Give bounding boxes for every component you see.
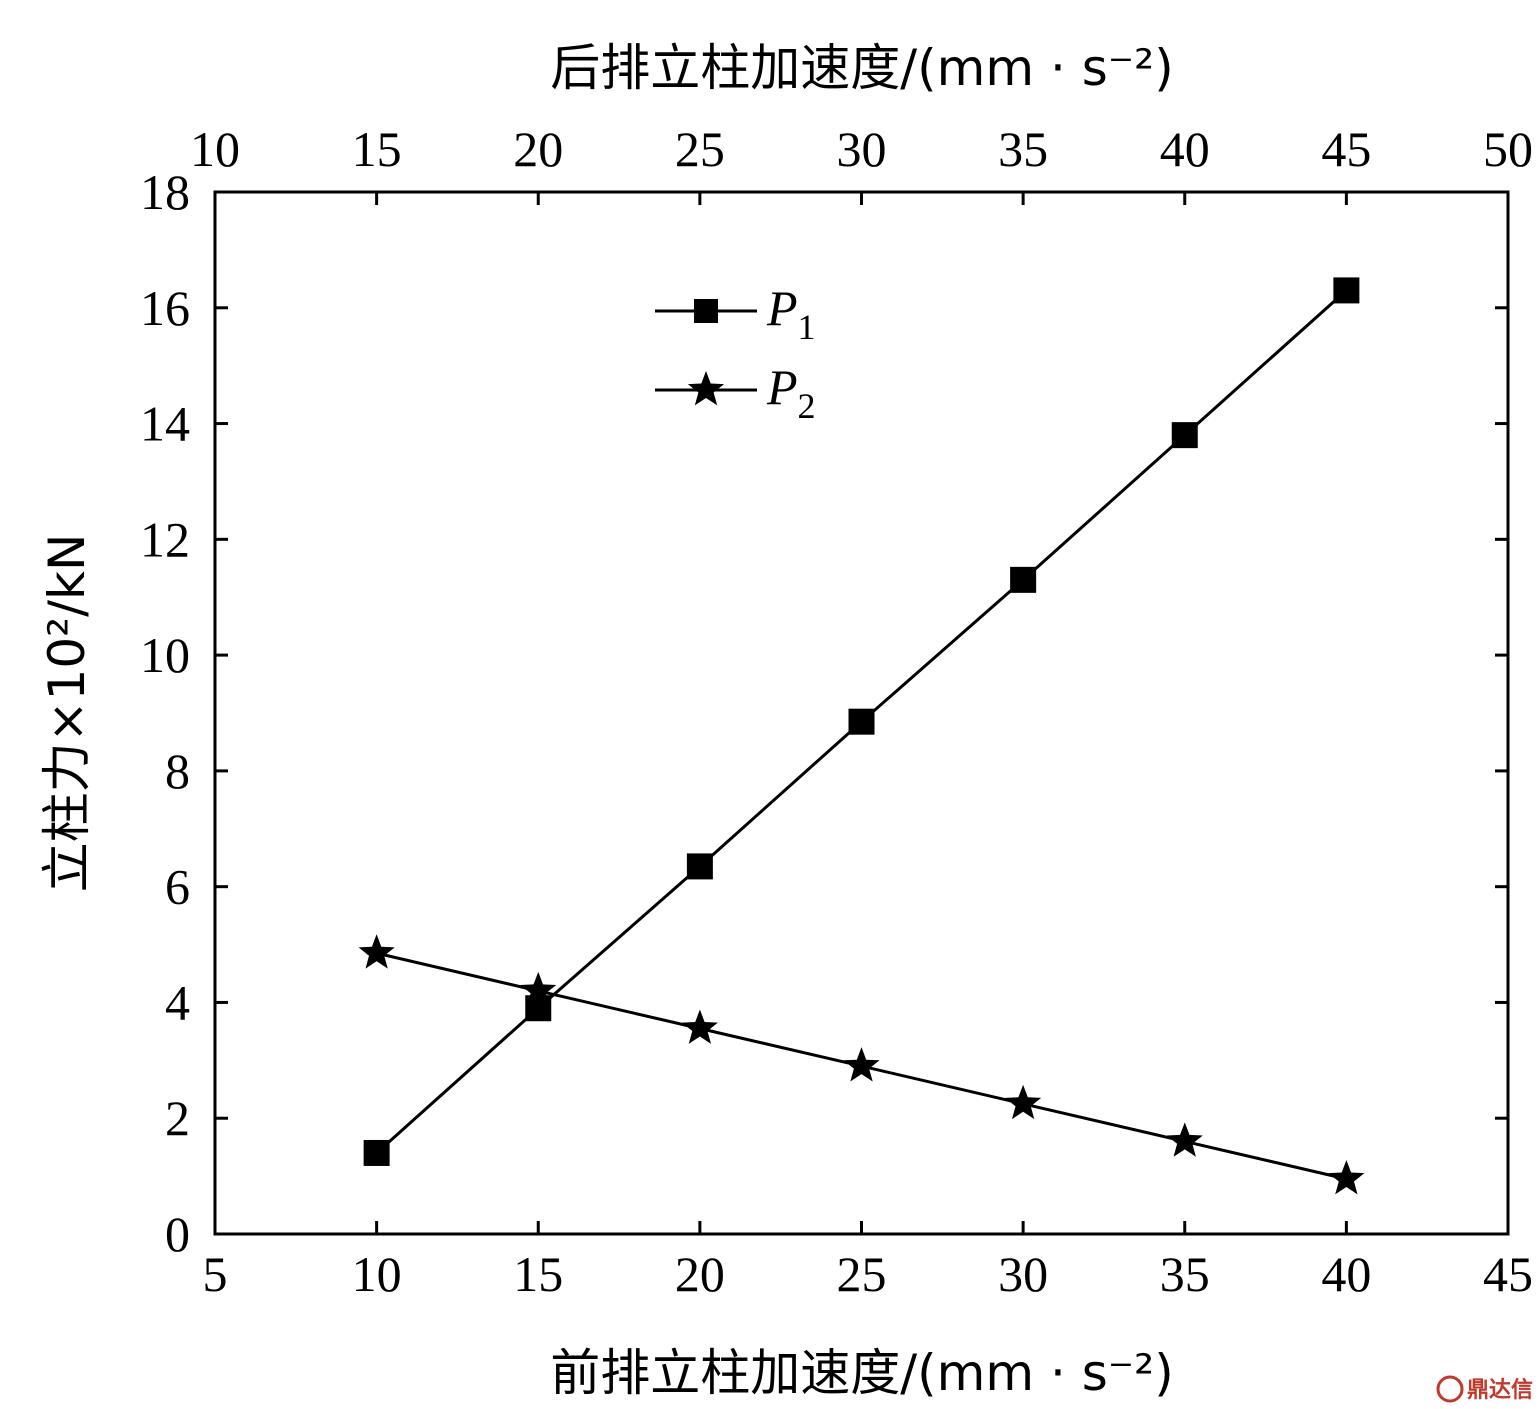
data-point-p2 (520, 971, 557, 1007)
x-tick-label: 45 (1483, 1246, 1533, 1302)
data-point-p1 (1010, 566, 1037, 593)
x-tick-label: 5 (203, 1246, 228, 1302)
legend-sub-p2: 2 (798, 386, 816, 426)
y-tick-label: 12 (140, 511, 190, 567)
data-point-p2 (1166, 1122, 1203, 1157)
data-point-p2 (1328, 1160, 1365, 1195)
data-point-p2 (681, 1009, 718, 1044)
legend-star-marker (687, 371, 725, 406)
y-axis-title: 立柱力×10²/kN (38, 534, 96, 893)
x-tick-label: 40 (1321, 1246, 1371, 1302)
watermark-logo-icon (1436, 1375, 1464, 1403)
legend-label-p2: P (766, 359, 798, 415)
x-tick-label: 25 (837, 1246, 887, 1302)
x2-tick-label: 50 (1483, 121, 1533, 177)
watermark: 鼎达信 (1436, 1375, 1533, 1403)
svg-text:P2: P2 (766, 359, 816, 426)
data-point-p2 (1005, 1084, 1042, 1120)
legend-sub-p1: 1 (798, 307, 816, 347)
markers (358, 277, 1365, 1195)
y-tick-label: 4 (165, 974, 190, 1030)
x-tick-label: 10 (352, 1246, 402, 1302)
x2-tick-label: 45 (1321, 121, 1371, 177)
data-point-p1 (686, 853, 713, 880)
y-tick-label: 2 (165, 1090, 190, 1146)
series-lines (375, 289, 1348, 1181)
x2-tick-label: 20 (513, 121, 563, 177)
data-point-p1 (363, 1139, 390, 1166)
x2-tick-label: 10 (190, 121, 240, 177)
x2-tick-label: 15 (352, 121, 402, 177)
data-point-p1 (848, 708, 875, 735)
legend-square-marker (694, 299, 718, 323)
y-tick-label: 8 (165, 743, 190, 799)
legend-item-p1: P1 (655, 280, 816, 347)
ticks: 5 10 15 20 25 30 35 40 45 10 15 20 25 30 35 40 45 50 0 2 4 6 8… (140, 121, 1533, 1302)
data-point-p1 (1171, 422, 1198, 449)
x-tick-label: 15 (513, 1246, 563, 1302)
x2-axis-title: 后排立柱加速度/(mm · s⁻²) (550, 39, 1173, 97)
legend-label-p1: P (766, 280, 798, 336)
x2-tick-label: 40 (1160, 121, 1210, 177)
x-tick-label: 30 (998, 1246, 1048, 1302)
x2-tick-label: 30 (837, 121, 887, 177)
x2-tick-label: 25 (675, 121, 725, 177)
y-tick-label: 0 (165, 1206, 190, 1262)
x-tick-label: 35 (1160, 1246, 1210, 1302)
svg-text:P1: P1 (766, 280, 816, 347)
data-point-p2 (843, 1047, 880, 1082)
legend-item-p2: P2 (655, 359, 816, 426)
x2-tick-label: 35 (998, 121, 1048, 177)
y-tick-label: 6 (165, 859, 190, 915)
x-tick-label: 20 (675, 1246, 725, 1302)
y-tick-label: 18 (140, 164, 190, 220)
x-axis-title: 前排立柱加速度/(mm · s⁻²) (550, 1344, 1173, 1402)
data-point-p2 (358, 934, 395, 969)
legend: P1 P2 (655, 280, 816, 426)
watermark-text: 鼎达信 (1467, 1377, 1533, 1403)
y-tick-label: 10 (140, 627, 190, 683)
data-point-p1 (1333, 277, 1360, 304)
y-tick-label: 16 (140, 280, 190, 336)
y-tick-label: 14 (140, 396, 190, 452)
